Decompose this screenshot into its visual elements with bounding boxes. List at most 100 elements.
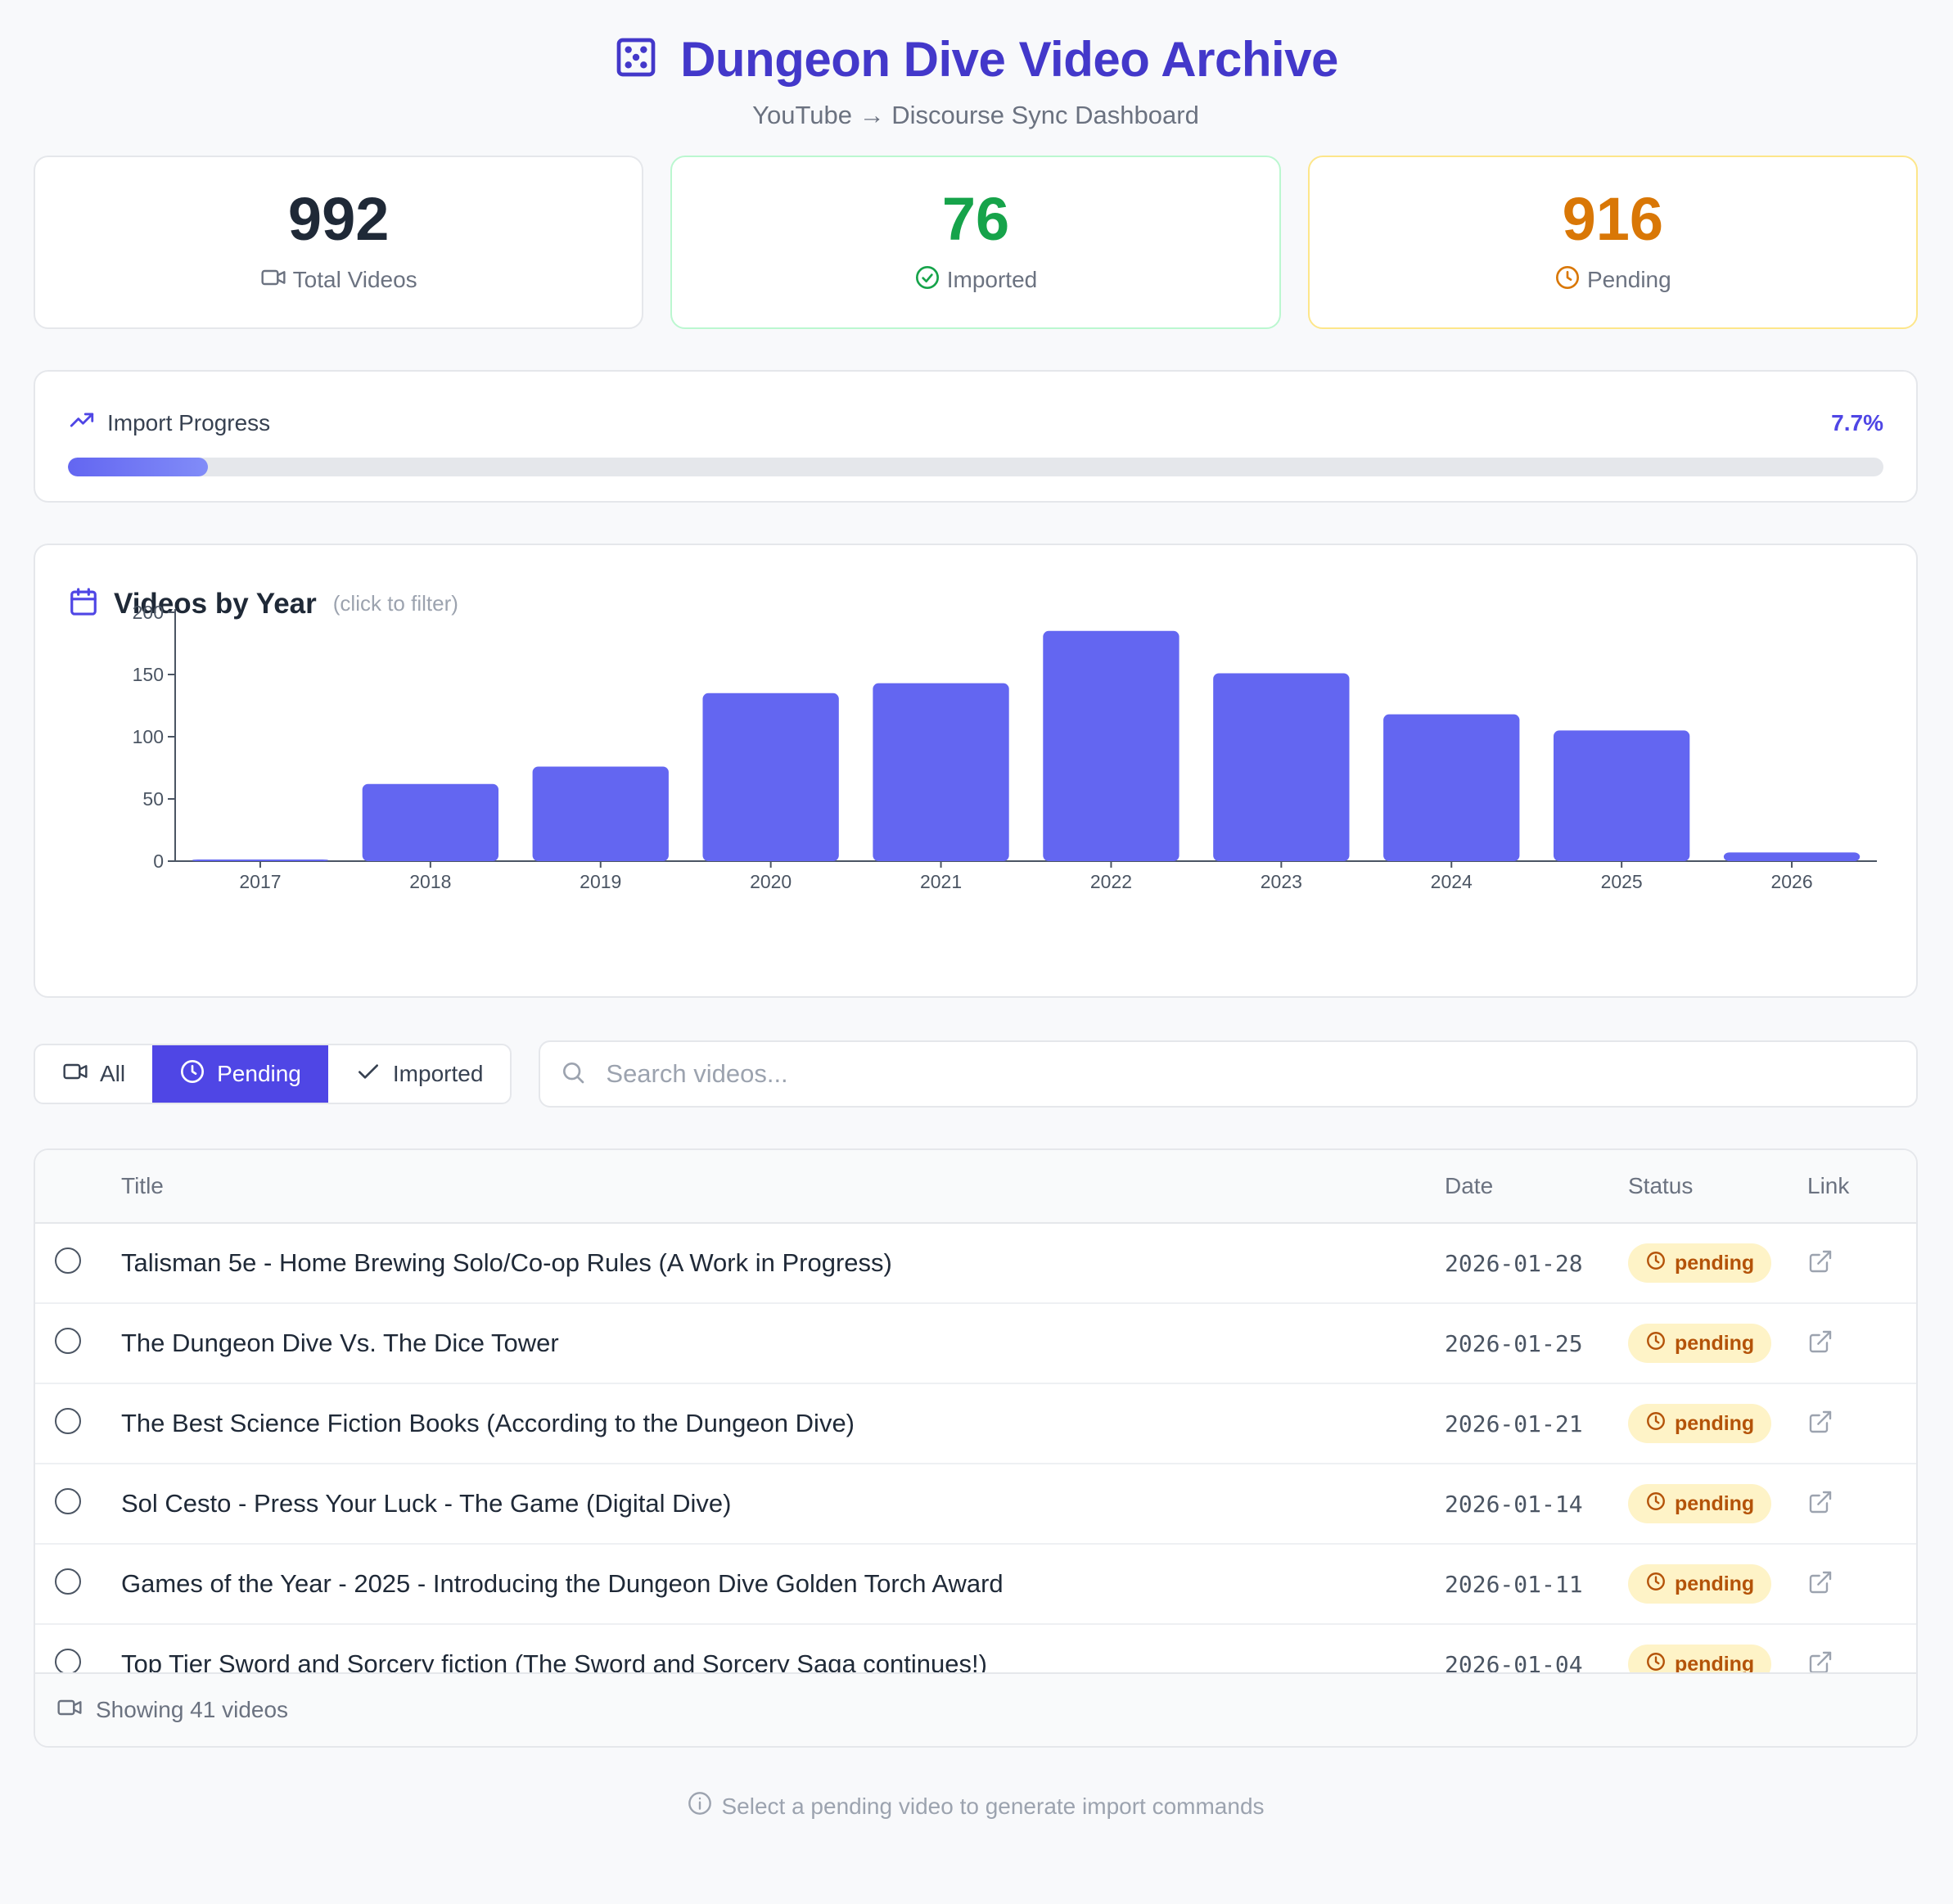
row-title: The Dungeon Dive Vs. The Dice Tower (121, 1329, 559, 1357)
footer-note: Select a pending video to generate impor… (34, 1790, 1918, 1822)
x-tick-label: 2024 (1431, 871, 1473, 892)
page-subtitle: YouTube → Discourse Sync Dashboard (752, 101, 1199, 129)
external-link-icon[interactable] (1807, 1409, 1833, 1439)
stat-card-total: 992 Total Videos (34, 156, 644, 329)
status-badge: pending (1628, 1324, 1772, 1363)
table-row[interactable]: Top Tier Sword and Sorcery fiction (The … (35, 1625, 1916, 1674)
y-tick-label: 100 (133, 726, 164, 747)
stats-row: 992 Total Videos 76 Imported 916 (34, 156, 1918, 329)
external-link-icon[interactable] (1807, 1569, 1833, 1599)
row-select-radio[interactable] (55, 1649, 81, 1674)
clock-icon (1645, 1491, 1667, 1518)
footer-note-text: Select a pending video to generate impor… (721, 1793, 1265, 1819)
clock-icon (1645, 1330, 1667, 1357)
bar-2026[interactable] (1723, 852, 1861, 861)
external-link-icon[interactable] (1807, 1248, 1833, 1279)
import-progress-card: Import Progress 7.7% (34, 370, 1918, 503)
row-title: Sol Cesto - Press Your Luck - The Game (… (121, 1489, 732, 1518)
stat-label-pending: Pending (1586, 267, 1671, 292)
x-tick-label: 2017 (239, 871, 281, 892)
y-tick-label: 50 (142, 788, 164, 810)
row-date: 2026-01-25 (1445, 1329, 1583, 1357)
row-date: 2026-01-14 (1445, 1490, 1583, 1518)
videos-table: Title Date Status Link Talisman 5e - Hom… (34, 1148, 1918, 1748)
external-link-icon[interactable] (1807, 1329, 1833, 1359)
table-row[interactable]: Talisman 5e - Home Brewing Solo/Co-op Ru… (35, 1224, 1916, 1304)
video-icon (56, 1694, 83, 1726)
table-header: Title Date Status Link (35, 1150, 1916, 1224)
bar-2022[interactable] (1043, 630, 1179, 861)
external-link-icon[interactable] (1807, 1649, 1833, 1675)
status-badge: pending (1628, 1564, 1772, 1604)
year-bar-chart: 0 50 100 150 200 2017 2018 2019 2020 2021 2022 2023… (133, 602, 1877, 892)
x-tick-label: 2018 (409, 871, 451, 892)
status-badge: pending (1628, 1243, 1772, 1283)
bar-2023[interactable] (1213, 673, 1350, 861)
progress-bar-fill (68, 458, 208, 476)
x-tick-label: 2025 (1601, 871, 1643, 892)
y-tick-label: 150 (133, 664, 164, 685)
table-row[interactable]: The Dungeon Dive Vs. The Dice Tower 2026-… (35, 1304, 1916, 1384)
bar-2017[interactable] (192, 860, 329, 861)
status-badge: pending (1628, 1484, 1772, 1523)
external-link-icon[interactable] (1807, 1489, 1833, 1519)
stat-card-imported: 76 Imported (670, 156, 1281, 329)
bar-2024[interactable] (1383, 714, 1520, 861)
bar-2018[interactable] (362, 783, 499, 861)
calendar-icon (68, 586, 99, 621)
column-link: Link (1807, 1173, 1850, 1198)
progress-title: Import Progress (107, 409, 271, 435)
status-badge-label: pending (1675, 1572, 1755, 1595)
table-row[interactable]: The Best Science Fiction Books (Accordin… (35, 1384, 1916, 1464)
status-badge-label: pending (1675, 1491, 1755, 1515)
chart-hint: (click to filter) (332, 591, 458, 616)
table-row[interactable]: Sol Cesto - Press Your Luck - The Game (… (35, 1464, 1916, 1545)
progress-bar (68, 458, 1883, 476)
dice-icon (613, 34, 659, 84)
clock-icon (1554, 264, 1581, 296)
stat-value-total: 992 (287, 184, 390, 253)
x-tick-label: 2019 (580, 871, 621, 892)
search-input[interactable] (606, 1059, 1827, 1089)
chart-title: Videos by Year (114, 587, 317, 620)
table-footer: Showing 41 videos (35, 1672, 1916, 1746)
x-tick-label: 2026 (1770, 871, 1812, 892)
row-select-radio[interactable] (55, 1328, 81, 1354)
clock-icon (1645, 1651, 1667, 1675)
videos-by-year-card: Videos by Year (click to filter) 0 50 100 1… (34, 544, 1918, 998)
video-icon (62, 1058, 88, 1090)
bar-2021[interactable] (873, 683, 1009, 861)
video-icon (260, 264, 286, 296)
row-date: 2026-01-28 (1445, 1249, 1583, 1277)
column-title: Title (121, 1173, 164, 1198)
row-select-radio[interactable] (55, 1488, 81, 1514)
bar-2020[interactable] (702, 693, 839, 861)
row-title: The Best Science Fiction Books (Accordin… (121, 1409, 855, 1437)
status-badge-label: pending (1675, 1652, 1755, 1675)
row-select-radio[interactable] (55, 1248, 81, 1274)
x-tick-label: 2021 (920, 871, 962, 892)
table-row[interactable]: Games of the Year - 2025 - Introducing t… (35, 1545, 1916, 1625)
filter-pending-button[interactable]: Pending (152, 1045, 328, 1103)
y-tick-label: 200 (133, 602, 164, 623)
filter-row: All Pending Imported (34, 1040, 1918, 1108)
trending-up-icon (68, 406, 96, 440)
x-tick-label: 2020 (750, 871, 792, 892)
row-select-radio[interactable] (55, 1408, 81, 1434)
filter-imported-button[interactable]: Imported (328, 1045, 510, 1103)
clock-icon (1645, 1250, 1667, 1277)
row-date: 2026-01-11 (1445, 1570, 1583, 1598)
progress-percent: 7.7% (1831, 409, 1883, 435)
row-date: 2026-01-21 (1445, 1410, 1583, 1437)
filter-all-button[interactable]: All (35, 1045, 152, 1103)
stat-value-imported: 76 (941, 184, 1010, 253)
clock-icon (179, 1058, 205, 1090)
row-title: Top Tier Sword and Sorcery fiction (The … (121, 1649, 987, 1674)
row-select-radio[interactable] (55, 1568, 81, 1595)
stat-card-pending: 916 Pending (1307, 156, 1918, 329)
bar-2025[interactable] (1553, 730, 1690, 861)
x-tick-label: 2022 (1090, 871, 1132, 892)
clock-icon (1645, 1410, 1667, 1437)
bar-2019[interactable] (532, 766, 669, 861)
page-title: Dungeon Dive Video Archive (680, 32, 1338, 87)
